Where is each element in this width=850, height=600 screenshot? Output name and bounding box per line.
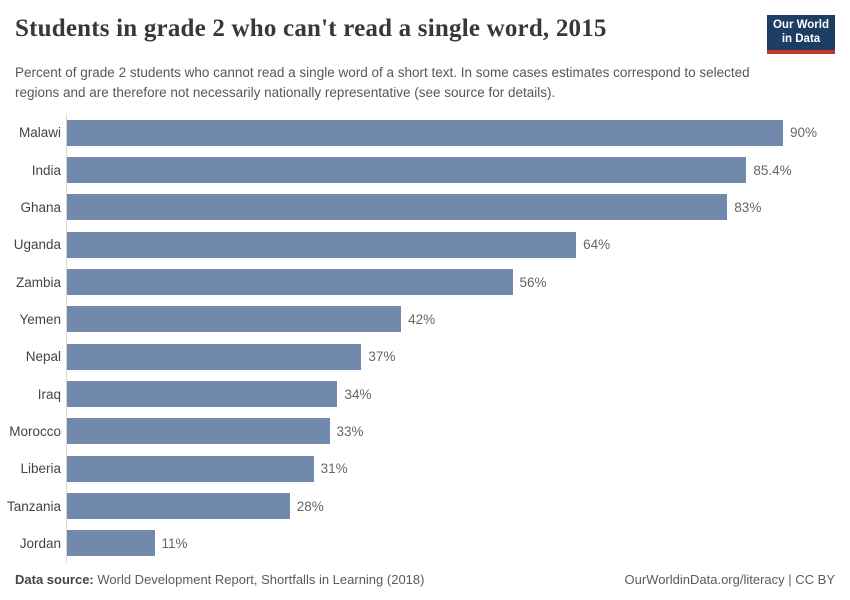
chart-footer: Data source: World Development Report, S… bbox=[15, 572, 835, 587]
country-label: Uganda bbox=[13, 237, 61, 253]
country-label: India bbox=[31, 162, 61, 178]
value-label: 37% bbox=[368, 349, 396, 365]
bar-row-ghana: Ghana 83% bbox=[0, 188, 850, 227]
owid-url-link[interactable]: OurWorldinData.org/literacy bbox=[624, 572, 785, 587]
footer-credit: OurWorldinData.org/literacy | CC BY bbox=[625, 572, 836, 587]
value-label: 28% bbox=[296, 498, 324, 514]
country-label: Morocco bbox=[9, 423, 61, 439]
footer-separator: | bbox=[784, 572, 796, 587]
bar bbox=[67, 231, 577, 258]
bar bbox=[67, 306, 402, 333]
bar-track: 11% bbox=[66, 524, 850, 563]
data-source-text: World Development Report, Shortfalls in … bbox=[93, 572, 425, 587]
bar bbox=[67, 381, 338, 408]
bar-track: 42% bbox=[66, 300, 850, 339]
bar-track: 31% bbox=[66, 450, 850, 488]
data-source: Data source: World Development Report, S… bbox=[15, 572, 424, 587]
bar-row-morocco: Morocco 33% bbox=[0, 412, 850, 451]
chart-subtitle: Percent of grade 2 students who cannot r… bbox=[15, 65, 750, 100]
bar-row-jordan: Jordan 11% bbox=[0, 524, 850, 563]
country-label: Jordan bbox=[19, 535, 61, 551]
logo-line-2: in Data bbox=[781, 32, 821, 45]
bar-track: 56% bbox=[66, 263, 850, 301]
bar bbox=[67, 194, 728, 221]
country-label: Malawi bbox=[18, 125, 61, 141]
value-label: 64% bbox=[583, 237, 611, 253]
bar-row-tanzania: Tanzania 28% bbox=[0, 487, 850, 525]
value-label: 42% bbox=[408, 311, 436, 327]
bar bbox=[67, 157, 747, 184]
bar-row-malawi: Malawi 90% bbox=[0, 114, 850, 152]
bar-track: 34% bbox=[66, 375, 850, 413]
value-label: 33% bbox=[336, 423, 364, 439]
bar-track: 28% bbox=[66, 487, 850, 525]
bar-track: 64% bbox=[66, 226, 850, 264]
bar bbox=[67, 493, 290, 520]
country-label: Yemen bbox=[19, 311, 61, 327]
bar bbox=[67, 418, 330, 445]
bar-row-zambia: Zambia 56% bbox=[0, 263, 850, 301]
page-title: Students in grade 2 who can't read a sin… bbox=[15, 15, 607, 42]
chart-header: Students in grade 2 who can't read a sin… bbox=[0, 0, 850, 102]
bar bbox=[67, 530, 155, 557]
data-source-label: Data source: bbox=[15, 572, 94, 587]
bar bbox=[67, 455, 314, 482]
country-label: Liberia bbox=[20, 461, 61, 477]
country-label: Nepal bbox=[25, 349, 61, 365]
bar bbox=[67, 269, 513, 296]
value-label: 83% bbox=[734, 199, 762, 215]
bar-row-nepal: Nepal 37% bbox=[0, 338, 850, 376]
value-label: 90% bbox=[790, 125, 818, 141]
bar-row-uganda: Uganda 64% bbox=[0, 226, 850, 264]
value-label: 34% bbox=[344, 386, 372, 402]
bar-row-yemen: Yemen 42% bbox=[0, 300, 850, 339]
country-label: Zambia bbox=[15, 274, 61, 290]
country-label: Ghana bbox=[20, 199, 61, 215]
bar-track: 37% bbox=[66, 338, 850, 376]
bar-track: 90% bbox=[66, 114, 850, 152]
value-label: 56% bbox=[519, 274, 547, 290]
bar-track: 83% bbox=[66, 188, 850, 227]
value-label: 85.4% bbox=[753, 162, 792, 178]
country-label: Iraq bbox=[37, 386, 61, 402]
bar-row-iraq: Iraq 34% bbox=[0, 375, 850, 413]
value-label: 31% bbox=[320, 461, 348, 477]
bar-chart: Malawi 90% India 85.4% Ghana 83% Uganda 64% Zamb… bbox=[0, 114, 850, 563]
bar bbox=[67, 343, 362, 370]
country-label: Tanzania bbox=[6, 498, 61, 514]
bar-row-liberia: Liberia 31% bbox=[0, 450, 850, 488]
license-label: CC BY bbox=[795, 572, 835, 587]
bar-track: 85.4% bbox=[66, 151, 850, 189]
owid-logo: Our World in Data bbox=[767, 15, 835, 54]
bar bbox=[67, 119, 783, 146]
bar-track: 33% bbox=[66, 412, 850, 451]
logo-line-1: Our World bbox=[772, 19, 829, 32]
bar-row-india: India 85.4% bbox=[0, 151, 850, 189]
value-label: 11% bbox=[161, 535, 188, 551]
